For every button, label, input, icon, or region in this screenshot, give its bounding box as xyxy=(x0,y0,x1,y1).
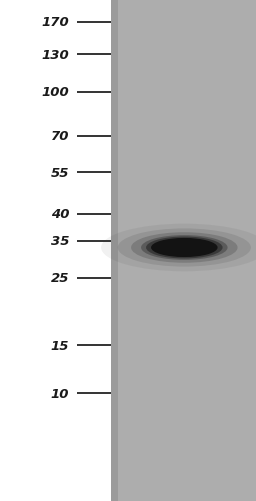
Text: 70: 70 xyxy=(51,130,69,143)
Text: 170: 170 xyxy=(41,16,69,29)
Text: 55: 55 xyxy=(51,166,69,179)
Ellipse shape xyxy=(118,229,251,267)
Text: 130: 130 xyxy=(41,49,69,62)
Ellipse shape xyxy=(146,237,222,259)
Text: 35: 35 xyxy=(51,235,69,248)
Text: 15: 15 xyxy=(51,339,69,352)
Ellipse shape xyxy=(141,235,228,261)
Text: 25: 25 xyxy=(51,272,69,285)
Text: 10: 10 xyxy=(51,387,69,400)
Ellipse shape xyxy=(101,224,256,272)
Bar xyxy=(111,0,118,501)
Ellipse shape xyxy=(151,238,218,258)
Text: 40: 40 xyxy=(51,208,69,221)
Bar xyxy=(111,0,256,501)
Ellipse shape xyxy=(131,233,238,263)
Text: 100: 100 xyxy=(41,86,69,99)
